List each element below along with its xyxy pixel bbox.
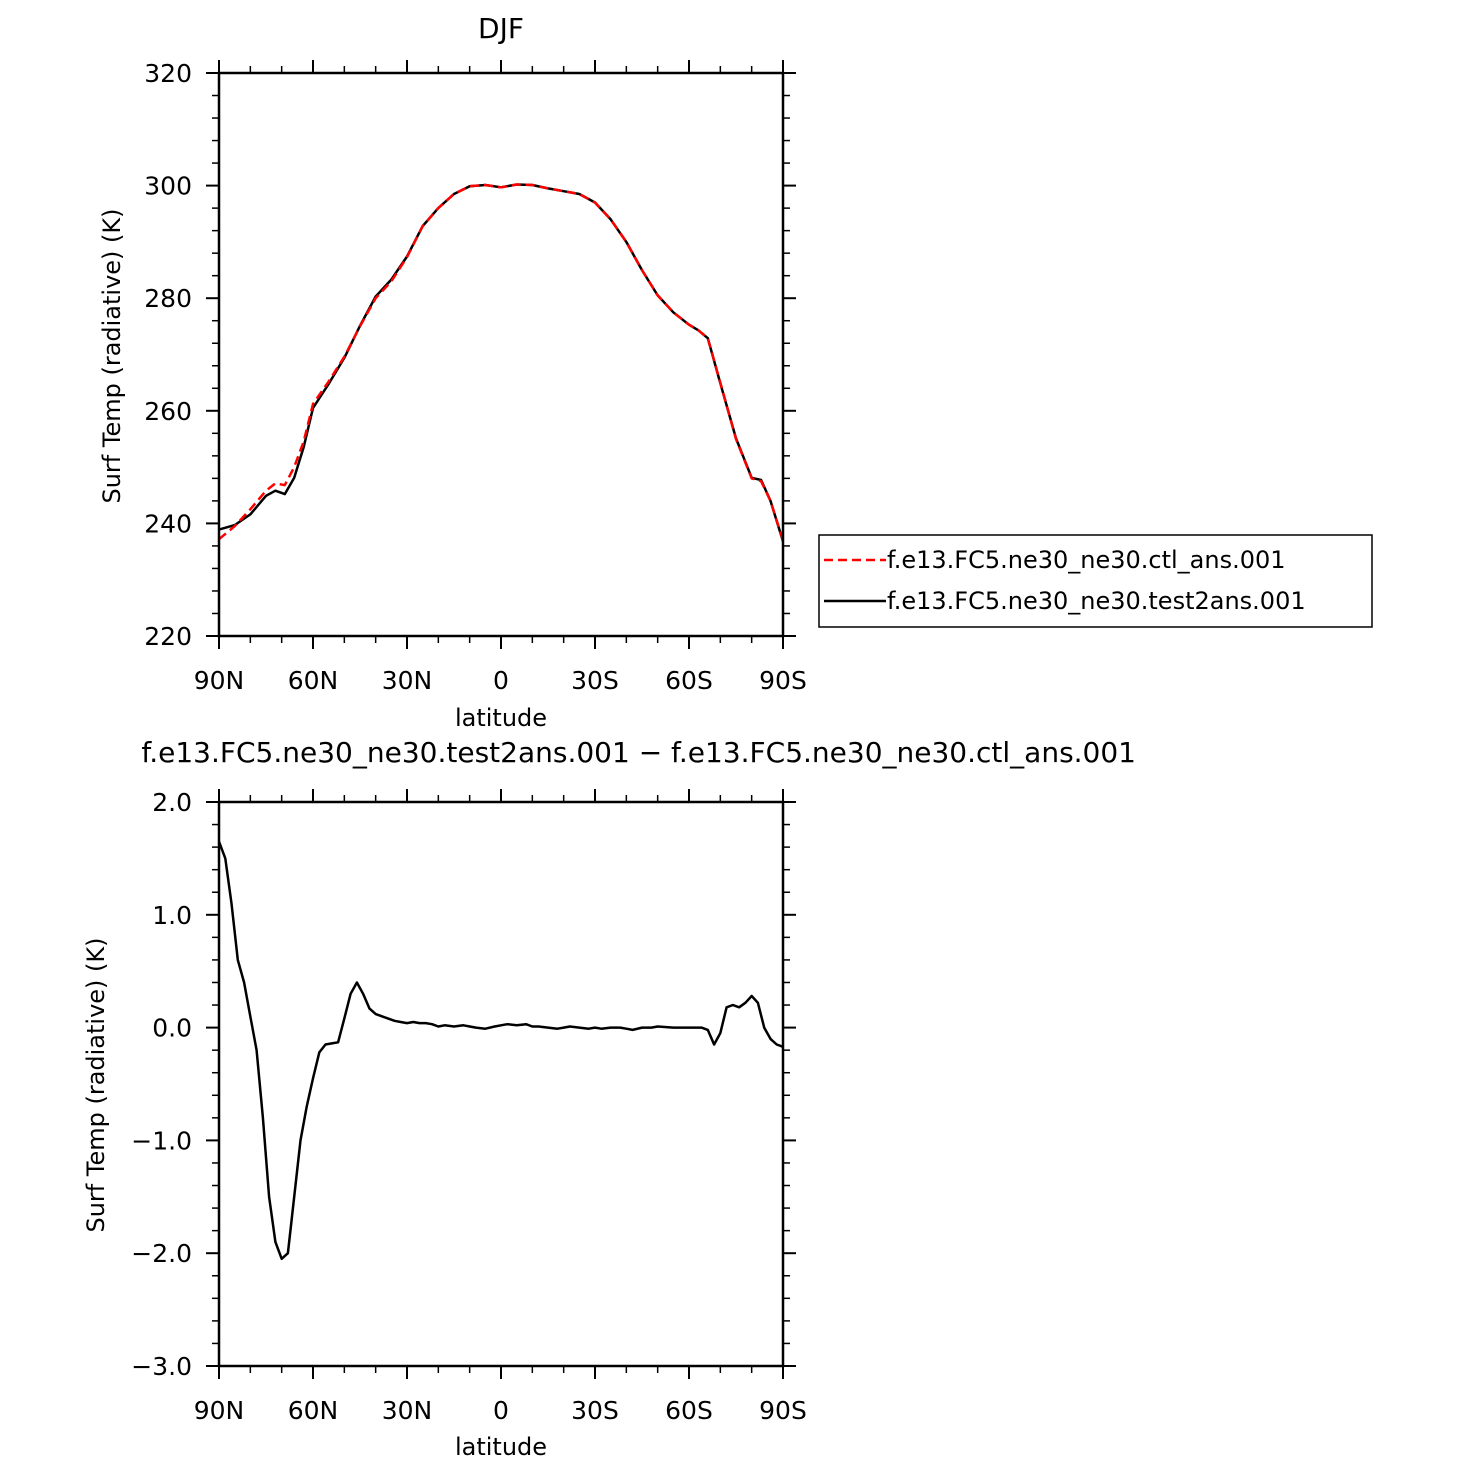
x-tick-label: 60S <box>665 666 713 695</box>
top-panel-frame <box>217 71 785 638</box>
x-tick-label: 60N <box>288 666 339 695</box>
y-tick-label: 1.0 <box>152 901 192 930</box>
legend-box <box>818 534 1373 628</box>
series-line <box>218 183 785 542</box>
y-tick-label: 280 <box>144 284 192 313</box>
x-tick-label: 30N <box>382 666 433 695</box>
legend-label-test: f.e13.FC5.ne30_ne30.test2ans.001 <box>887 587 1306 615</box>
x-tick-label: 90N <box>194 1396 245 1425</box>
y-tick-label: −3.0 <box>131 1352 192 1381</box>
y-tick-label: −2.0 <box>131 1239 192 1268</box>
series-line <box>218 183 785 541</box>
y-tick-label: −1.0 <box>131 1126 192 1155</box>
bottom-panel-ticks: −3.0 −2.0 −1.0 0.0 1.0 2.0 90N 60N 30N 0 30S 60S 90S <box>131 788 807 1425</box>
bottom-panel-frame <box>217 800 785 1368</box>
x-tick-label: 60S <box>665 1396 713 1425</box>
x-tick-label: 90N <box>194 666 245 695</box>
legend-label-ctl: f.e13.FC5.ne30_ne30.ctl_ans.001 <box>887 546 1286 574</box>
top-panel-ylabel: Surf Temp (radiative) (K) <box>98 208 126 503</box>
x-tick-label: 30S <box>571 1396 619 1425</box>
y-tick-label: 220 <box>144 622 192 651</box>
series-line <box>217 841 784 1261</box>
y-tick-label: 2.0 <box>152 788 192 817</box>
y-tick-label: 320 <box>144 59 192 88</box>
top-panel-lines <box>218 183 785 542</box>
x-tick-label: 30N <box>382 1396 433 1425</box>
climatology-panel: DJF Surf Temp (radiative) (K) latitude 2… <box>98 12 807 732</box>
top-panel-ticks: 220 240 260 280 300 320 90N 60N 30N 0 30S 60S 90S <box>144 59 807 695</box>
legend: f.e13.FC5.ne30_ne30.ctl_ans.001 f.e13.FC… <box>818 534 1373 628</box>
x-tick-label: 30S <box>571 666 619 695</box>
bottom-panel-lines <box>217 841 784 1261</box>
y-tick-label: 260 <box>144 397 192 426</box>
x-tick-label: 0 <box>493 666 509 695</box>
difference-panel: f.e13.FC5.ne30_ne30.test2ans.001 − f.e13… <box>82 736 1136 1461</box>
x-tick-label: 90S <box>759 1396 807 1425</box>
x-tick-label: 0 <box>493 1396 509 1425</box>
x-tick-label: 90S <box>759 666 807 695</box>
x-tick-label: 60N <box>288 1396 339 1425</box>
y-tick-label: 240 <box>144 509 192 538</box>
bottom-panel-xlabel: latitude <box>455 1433 547 1461</box>
top-panel-xlabel: latitude <box>455 704 547 732</box>
y-tick-label: 300 <box>144 172 192 201</box>
y-tick-label: 0.0 <box>152 1014 192 1043</box>
bottom-panel-ylabel: Surf Temp (radiative) (K) <box>82 937 110 1232</box>
top-panel-title: DJF <box>478 12 524 45</box>
bottom-panel-title: f.e13.FC5.ne30_ne30.test2ans.001 − f.e13… <box>141 736 1136 769</box>
